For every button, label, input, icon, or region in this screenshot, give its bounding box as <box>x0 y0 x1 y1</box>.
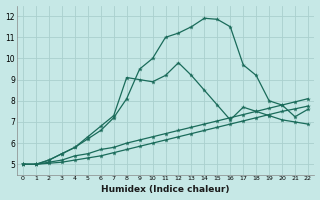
X-axis label: Humidex (Indice chaleur): Humidex (Indice chaleur) <box>101 185 230 194</box>
